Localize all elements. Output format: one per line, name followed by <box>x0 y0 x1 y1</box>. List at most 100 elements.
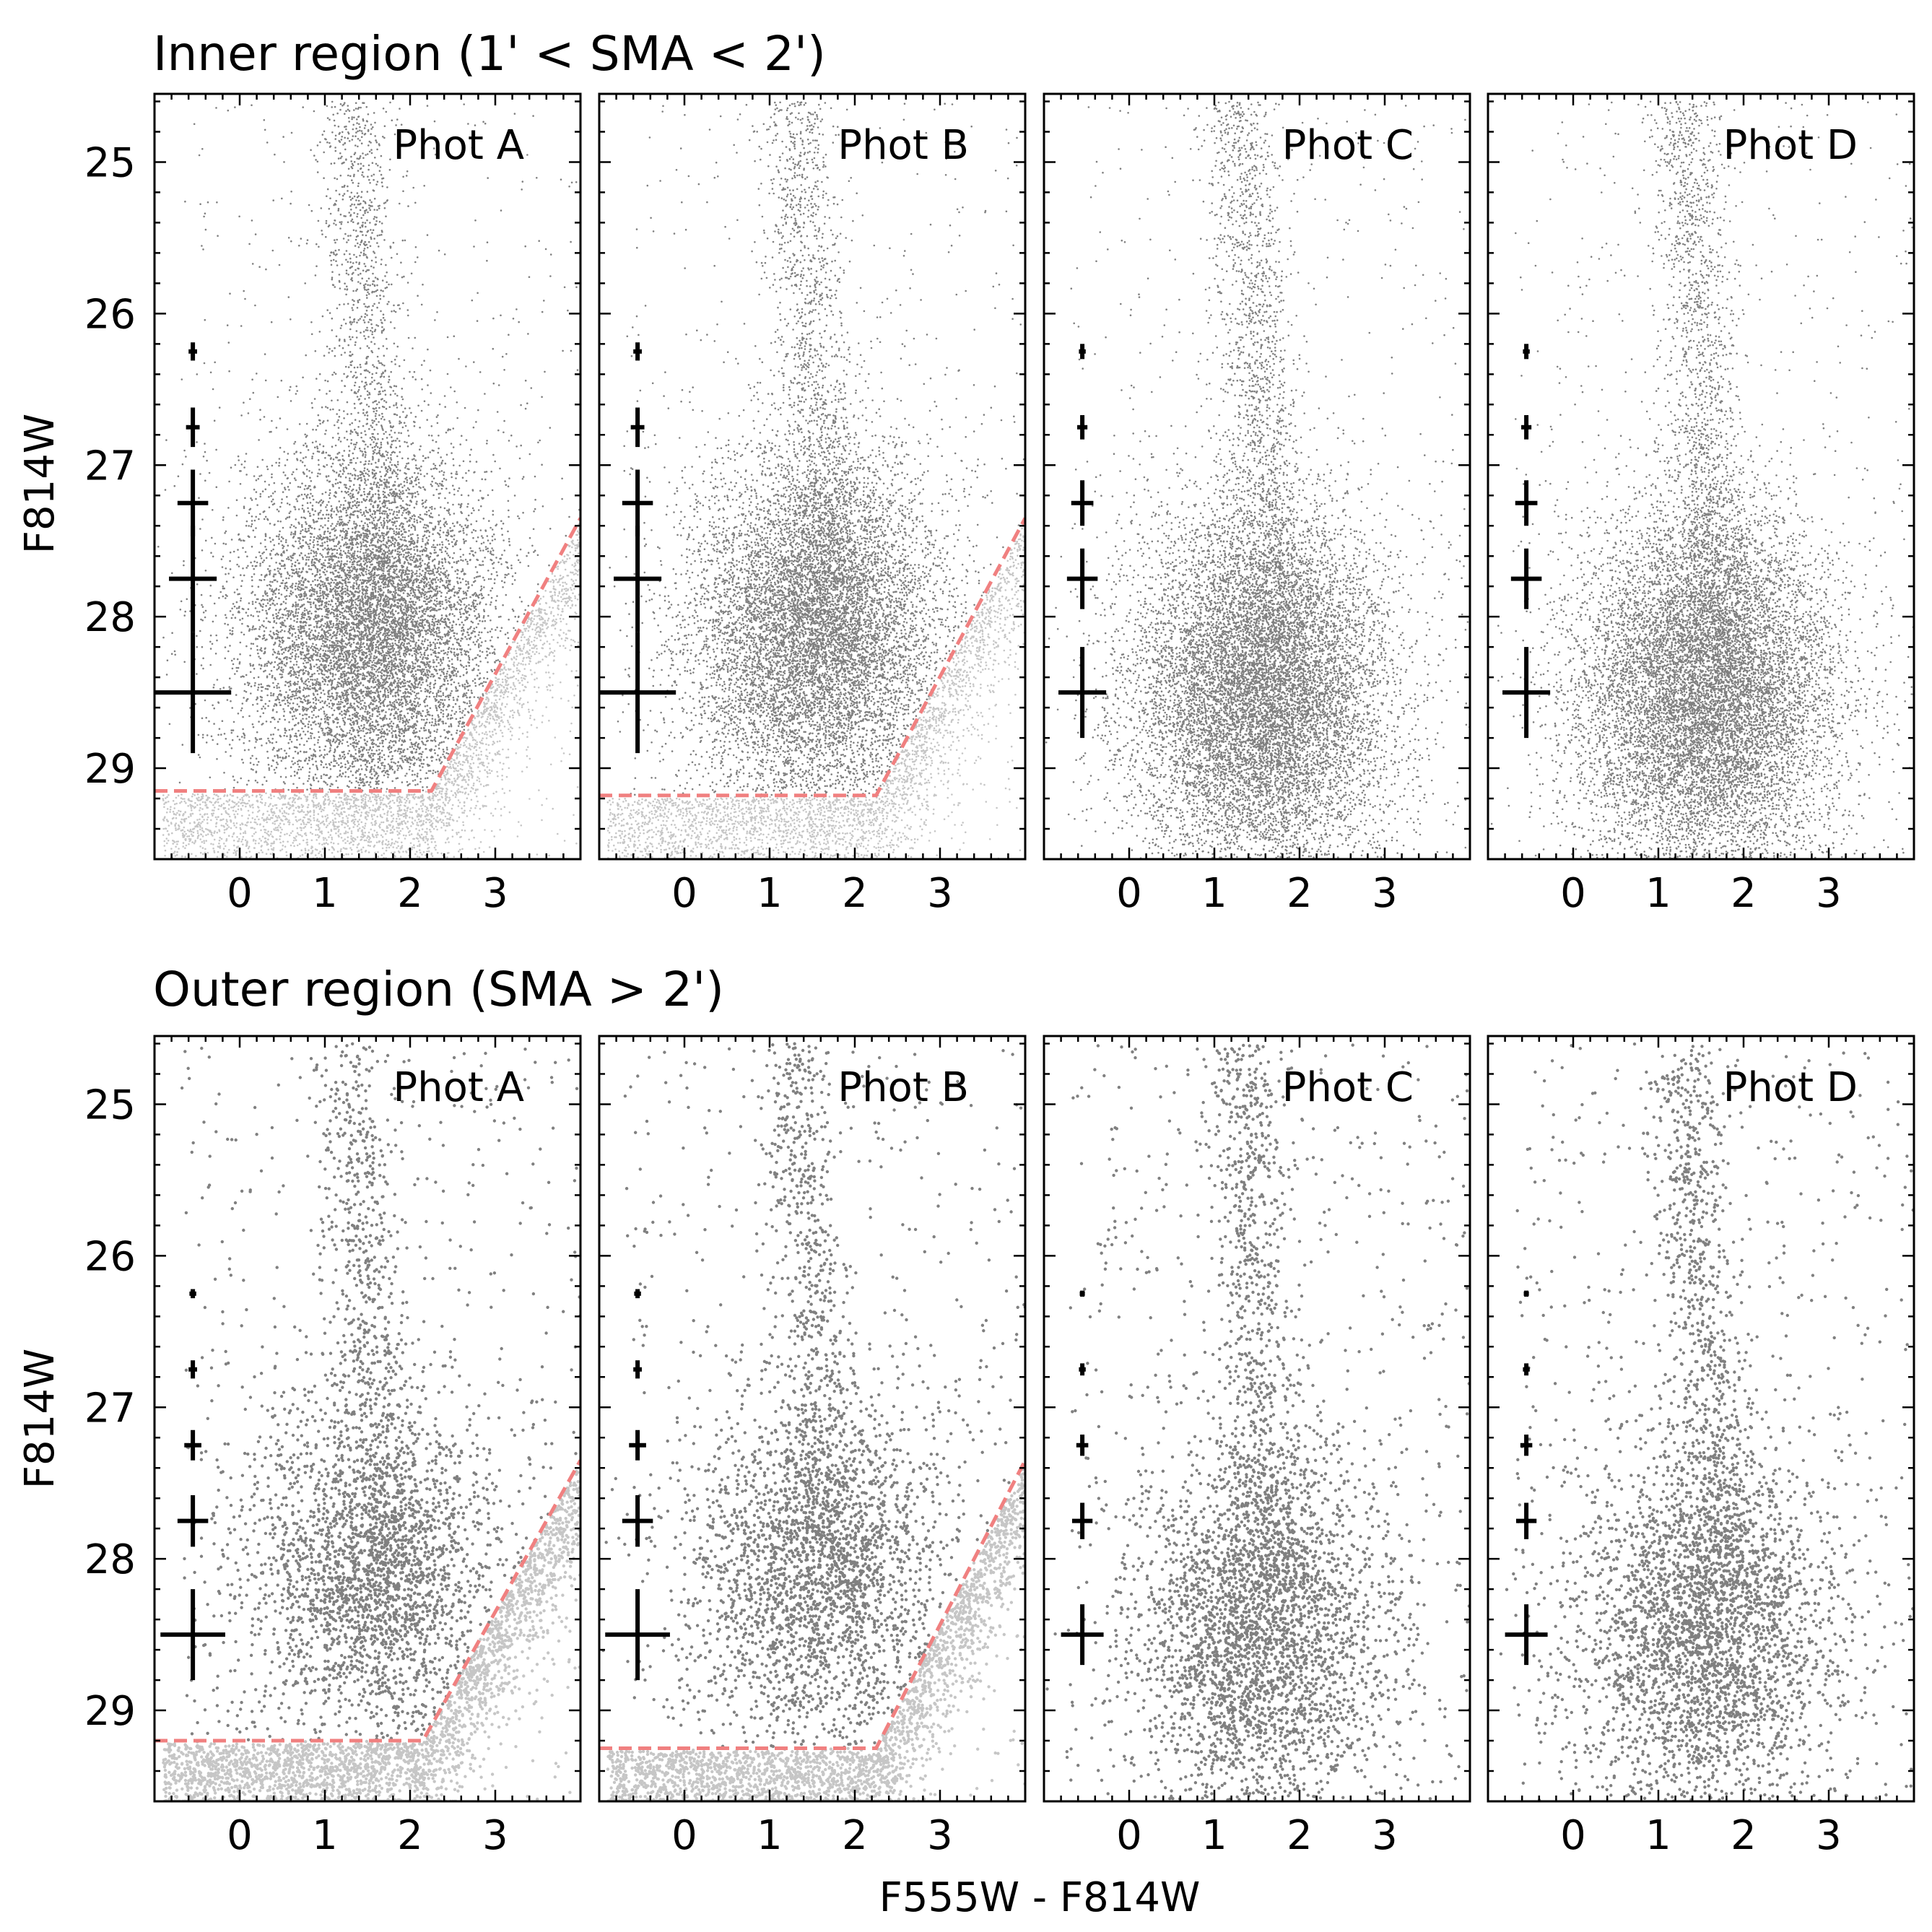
x-tick-label: 3 <box>1372 870 1398 917</box>
x-tick-label: 0 <box>227 1812 253 1859</box>
panel-label: Phot A <box>393 1064 524 1111</box>
error-bar <box>1523 1290 1529 1297</box>
error-bar <box>599 632 676 754</box>
scatter-points <box>601 1042 1025 1801</box>
y-tick-label: 25 <box>84 139 136 186</box>
x-tick-label: 1 <box>757 1812 783 1859</box>
axis-ticks <box>1043 1036 1471 1803</box>
error-bar <box>1523 344 1530 360</box>
axis-ticks <box>153 94 582 861</box>
error-bar <box>1058 647 1107 739</box>
x-tick-label: 0 <box>671 870 697 917</box>
faint-star-points <box>162 523 580 859</box>
star-points <box>157 100 580 792</box>
star-points <box>1499 1042 1914 1801</box>
x-axis-label: F555W - F814W <box>879 1874 1201 1921</box>
x-tick-label: 2 <box>397 1812 423 1859</box>
completeness-cut-line <box>155 1459 580 1743</box>
error-bar <box>177 469 209 536</box>
panel-inner-phot-a: 0 1 2 3 25 26 27 28 29 Phot A <box>84 92 582 917</box>
scatter-points <box>162 1042 580 1801</box>
panel-outer-phot-d: 0 1 2 3 Phot D <box>1487 1035 1915 1859</box>
error-bar <box>622 469 653 536</box>
error-bar <box>1076 1435 1089 1456</box>
panel-frame <box>153 1035 582 1803</box>
error-bar <box>1079 344 1086 360</box>
x-tick-label: 2 <box>1287 870 1313 917</box>
x-tick-label: 3 <box>482 870 508 917</box>
panel-inner-phot-d: 0 1 2 3 Phot D <box>1487 92 1915 917</box>
error-bar <box>1505 1604 1548 1666</box>
error-bar <box>1071 1502 1093 1539</box>
scatter-points <box>157 100 580 859</box>
x-tick-label: 2 <box>842 1812 868 1859</box>
x-tick-label: 2 <box>842 870 868 917</box>
error-bar <box>633 342 642 361</box>
faint-star-points <box>606 522 1025 859</box>
panel-label: Phot B <box>837 122 969 169</box>
y-axis-label-top: F814W <box>17 414 64 554</box>
star-points <box>601 1042 1025 1749</box>
panel-label: Phot C <box>1282 122 1414 169</box>
panel-frame <box>1487 92 1915 861</box>
x-tick-label: 1 <box>312 870 338 917</box>
error-bar <box>1515 480 1538 526</box>
error-bar <box>630 407 645 448</box>
y-tick-label: 27 <box>84 1385 136 1432</box>
error-bar <box>1515 1502 1537 1539</box>
error-bar <box>1077 414 1088 440</box>
error-bar <box>160 1589 225 1681</box>
y-tick-label: 27 <box>84 443 136 489</box>
faint-star-points <box>162 1469 580 1801</box>
row-title-outer: Outer region (SMA > 2') <box>153 962 724 1017</box>
y-tick-label: 29 <box>84 746 136 793</box>
error-bar <box>622 1495 653 1547</box>
x-tick-label: 2 <box>1731 1812 1757 1859</box>
axis-ticks <box>1043 94 1471 861</box>
error-bar <box>629 1430 646 1461</box>
error-bar <box>1520 1435 1533 1456</box>
scatter-points <box>1499 1042 1914 1801</box>
error-bar <box>633 1360 642 1379</box>
x-tick-label: 0 <box>671 1812 697 1859</box>
axis-ticks <box>598 1036 1027 1803</box>
star-points <box>609 101 1025 797</box>
panel-label: Phot B <box>837 1064 969 1111</box>
star-points <box>1490 100 1914 859</box>
scatter-points <box>1044 100 1470 859</box>
panel-inner-phot-c: 0 1 2 3 Phot C <box>1043 92 1471 917</box>
y-tick-label: 25 <box>84 1082 136 1128</box>
axis-ticks <box>1487 94 1915 861</box>
x-tick-label: 3 <box>1816 870 1842 917</box>
panel-frame <box>1043 92 1471 861</box>
panel-frame <box>1043 1035 1471 1803</box>
axis-ticks <box>1487 1036 1915 1803</box>
error-bar <box>1061 1604 1104 1666</box>
error-bar <box>1521 414 1532 440</box>
panel-outer-phot-a: 0 1 2 3 25 26 27 28 29 Phot A <box>84 1035 582 1859</box>
y-tick-label: 26 <box>84 1233 136 1280</box>
error-bar <box>1071 480 1094 526</box>
error-bar <box>186 407 200 448</box>
error-bar <box>188 342 197 361</box>
error-bar <box>1079 1290 1085 1297</box>
y-tick-label: 28 <box>84 1536 136 1583</box>
x-tick-label: 0 <box>1116 1812 1142 1859</box>
x-tick-label: 3 <box>927 1812 953 1859</box>
x-tick-label: 1 <box>1645 870 1671 917</box>
x-tick-label: 3 <box>1816 1812 1842 1859</box>
x-tick-label: 2 <box>1731 870 1757 917</box>
error-bar <box>1066 548 1098 609</box>
error-bar <box>634 1289 641 1299</box>
error-bar <box>177 1495 209 1547</box>
y-tick-label: 28 <box>84 594 136 641</box>
panel-label: Phot A <box>393 122 524 169</box>
star-points <box>1044 100 1470 859</box>
error-bar <box>188 1360 197 1379</box>
error-bar <box>184 1430 201 1461</box>
axis-ticks <box>598 94 1027 861</box>
x-tick-label: 0 <box>1560 1812 1586 1859</box>
scatter-points <box>1490 100 1914 859</box>
x-tick-label: 3 <box>1372 1812 1398 1859</box>
